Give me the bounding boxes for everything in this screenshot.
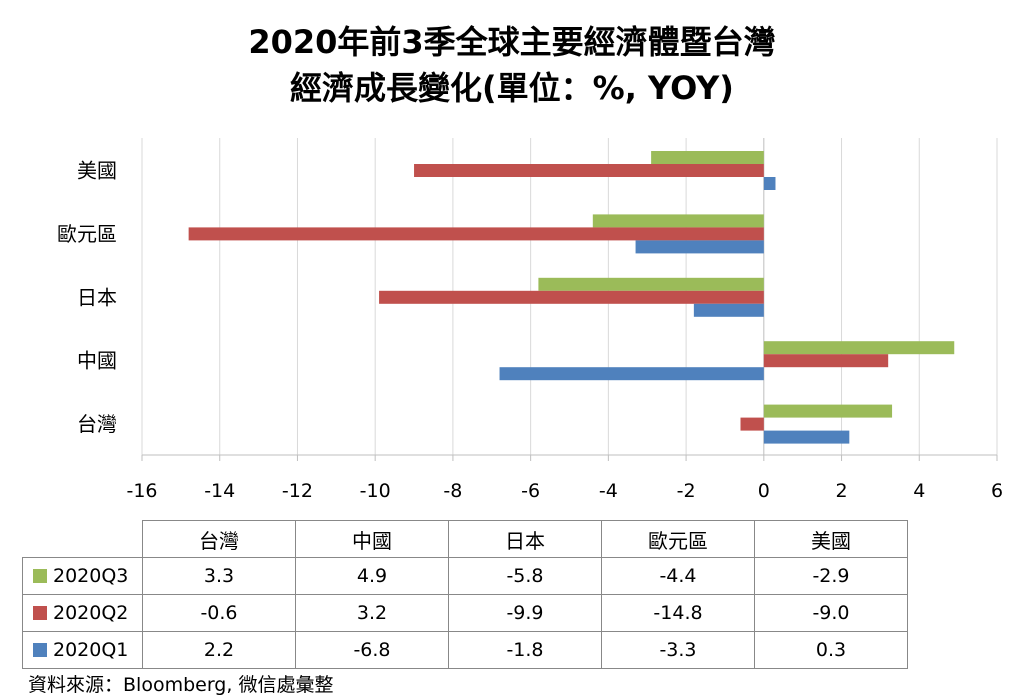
bar-2020q2 (188, 227, 764, 241)
x-tick-label: 0 (758, 480, 770, 502)
data-table: 台灣 中國 日本 歐元區 美國 2020Q3 3.3 4.9 -5.8 -4.4 -2.9 2020… (22, 520, 908, 669)
bar-2020q2 (740, 417, 764, 431)
legend-label: 2020Q3 (53, 565, 129, 587)
legend-label: 2020Q2 (53, 602, 129, 624)
category-label: 歐元區 (57, 222, 117, 246)
table-cell: 0.3 (754, 631, 908, 669)
bar-2020q3 (651, 151, 764, 164)
chart-title-line2: 經濟成長變化(單位：%, YOY) (290, 69, 734, 107)
table-header-cell: 中國 (295, 520, 449, 558)
x-tick-label: -6 (521, 480, 540, 502)
table-cell: -0.6 (142, 594, 296, 632)
x-tick-label: -16 (126, 480, 157, 502)
table-cell: -3.3 (601, 631, 755, 669)
bar-2020q1 (499, 367, 764, 381)
table-cell: -14.8 (601, 594, 755, 632)
bar-2020q3 (538, 277, 764, 291)
x-tick-label: -8 (443, 480, 462, 502)
table-cell: 2.2 (142, 631, 296, 669)
x-tick-label: -12 (282, 480, 313, 502)
table-header-cell: 美國 (754, 520, 908, 558)
legend-entry: 2020Q3 (22, 557, 143, 595)
table-cell: -1.8 (448, 631, 602, 669)
table-header-cell: 歐元區 (601, 520, 755, 558)
source-note: 資料來源：Bloomberg, 微信處彙整 (28, 674, 334, 696)
table-cell: 3.2 (295, 594, 449, 632)
legend-entry: 2020Q2 (22, 594, 143, 632)
bar-2020q1 (763, 177, 776, 190)
table-cell: -4.4 (601, 557, 755, 595)
table-corner (22, 520, 143, 558)
table-cell: 3.3 (142, 557, 296, 595)
bar-2020q2 (414, 164, 764, 177)
x-tick-label: 2 (835, 480, 847, 502)
x-tick-label: -4 (599, 480, 618, 502)
x-tick-label: -2 (677, 480, 696, 502)
category-label: 美國 (77, 159, 117, 183)
bar-2020q1 (763, 430, 850, 444)
table-cell: -9.0 (754, 594, 908, 632)
table-cell: -2.9 (754, 557, 908, 595)
legend-entry: 2020Q1 (22, 631, 143, 669)
table-row: 2020Q2 -0.6 3.2 -9.9 -14.8 -9.0 (22, 594, 908, 632)
x-tick-label: 4 (913, 480, 925, 502)
data-table-header: 台灣 中國 日本 歐元區 美國 (22, 520, 908, 558)
table-header-cell: 日本 (448, 520, 602, 558)
legend-swatch (33, 643, 47, 657)
bar-2020q3 (763, 404, 893, 418)
category-label: 日本 (77, 285, 117, 309)
table-cell: -5.8 (448, 557, 602, 595)
bar-2020q1 (635, 240, 764, 254)
category-label: 中國 (77, 349, 117, 373)
legend-swatch (33, 606, 47, 620)
x-tick-label: -10 (360, 480, 391, 502)
table-cell: -9.9 (448, 594, 602, 632)
legend-label: 2020Q1 (53, 639, 129, 661)
x-tick-label: -14 (204, 480, 235, 502)
table-cell: -6.8 (295, 631, 449, 669)
chart-title-line1: 2020年前3季全球主要經濟體暨台灣 (248, 23, 776, 61)
bar-2020q3 (592, 214, 764, 228)
bar-2020q1 (693, 303, 764, 317)
table-cell: 4.9 (295, 557, 449, 595)
bar-2020q2 (379, 290, 764, 304)
bar-2020q2 (763, 354, 889, 368)
bar-2020q3 (763, 341, 955, 355)
x-tick-label: 6 (991, 480, 1003, 502)
table-row: 2020Q1 2.2 -6.8 -1.8 -3.3 0.3 (22, 631, 908, 669)
category-label: 台灣 (77, 412, 117, 436)
table-row: 2020Q3 3.3 4.9 -5.8 -4.4 -2.9 (22, 557, 908, 595)
table-header-cell: 台灣 (142, 520, 296, 558)
legend-swatch (33, 569, 47, 583)
